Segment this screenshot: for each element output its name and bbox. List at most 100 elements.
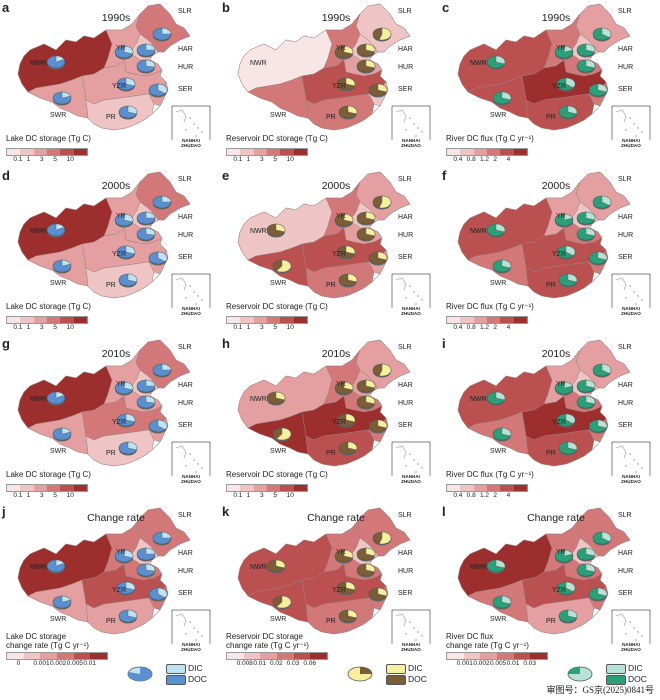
legend-tick-label: 5 xyxy=(273,492,277,499)
region-label-hur: HUR xyxy=(178,568,194,575)
color-ramp-step xyxy=(513,485,527,491)
color-ramp-step xyxy=(310,653,328,659)
region-label-ser: SER xyxy=(398,86,413,93)
pie-ser xyxy=(368,83,388,98)
pie-swr xyxy=(492,259,512,274)
pie-slr xyxy=(372,531,392,546)
region-label-yr: YR xyxy=(336,213,346,220)
pie-nwr xyxy=(46,55,66,70)
pie-pr xyxy=(338,609,358,624)
pie-hur xyxy=(576,59,596,74)
color-legend-title: Reservoir DC storage (Tg C) xyxy=(226,302,328,311)
china-map xyxy=(17,507,211,644)
color-ramp-step xyxy=(473,485,487,491)
color-ramp-step xyxy=(486,149,501,155)
color-ramp-step xyxy=(447,653,464,659)
pie-slr xyxy=(152,363,172,378)
pie-nwr xyxy=(486,391,506,406)
color-ramp-step xyxy=(486,317,501,323)
region-label-slr: SLR xyxy=(178,344,192,351)
region-label-yr: YR xyxy=(556,45,566,52)
map-panel-g: g 2010s NWR SLR YR HAR HUR SER YZR SWR PR NANHAI ZHU… xyxy=(0,336,215,506)
region-label-yzr: YZR xyxy=(112,587,126,594)
color-ramp-step xyxy=(463,653,481,659)
panel-letter: a xyxy=(2,0,10,15)
region-label-nwr: NWR xyxy=(470,396,487,403)
region-label-yr: YR xyxy=(116,213,126,220)
color-ramp-bar xyxy=(446,148,528,156)
color-ramp-step xyxy=(60,317,74,323)
region-label-hur: HUR xyxy=(398,64,414,71)
region-label-ser: SER xyxy=(398,422,413,429)
region-label-nwr: NWR xyxy=(30,228,47,235)
color-ramp-bar xyxy=(6,484,88,492)
dic-legend-label: DIC xyxy=(188,663,203,673)
pie-hur xyxy=(576,227,596,242)
pie-yr xyxy=(114,381,134,396)
color-ramp-step xyxy=(40,653,58,659)
panel-period-title: 2010s xyxy=(541,348,571,360)
color-ramp-step xyxy=(240,485,254,491)
map-panel-c: c 1990s NWR SLR YR HAR HUR SER YZR SWR PR NANHAI ZHU… xyxy=(440,0,655,170)
pie-yr xyxy=(334,381,354,396)
legend-tick-label: 5 xyxy=(53,324,57,331)
pie-ser xyxy=(148,251,168,266)
region-label-hur: HUR xyxy=(178,232,194,239)
pie-pr xyxy=(118,441,138,456)
color-legend-title: River DC flux (Tg C yr⁻¹) xyxy=(446,470,534,479)
region-label-nwr: NWR xyxy=(470,60,487,67)
region-label-har: HAR xyxy=(398,382,413,389)
color-ramp-step xyxy=(480,653,498,659)
region-label-hur: HUR xyxy=(398,400,414,407)
legend-tick-label: 0.4 xyxy=(453,324,463,331)
region-label-ser: SER xyxy=(398,254,413,261)
doc-swatch xyxy=(606,675,626,685)
inset-label-line2: ZHUDAO xyxy=(621,143,641,148)
map-approval-number: 审图号：GS京(2025)0841号 xyxy=(546,685,655,695)
color-ramp-step xyxy=(447,149,461,155)
region-label-slr: SLR xyxy=(398,512,412,519)
region-label-yzr: YZR xyxy=(332,83,346,90)
color-ramp-bar xyxy=(226,484,308,492)
color-ramp-step xyxy=(7,485,21,491)
legend-tick-label: 0.03 xyxy=(523,660,536,667)
color-ramp-step xyxy=(447,485,461,491)
color-ramp-step xyxy=(293,653,311,659)
inset-label-line2: ZHUDAO xyxy=(181,311,201,316)
pie-hur xyxy=(136,563,156,578)
lake-pie-legend: DIC DOC xyxy=(120,662,210,686)
panel-letter: b xyxy=(222,0,230,15)
pie-yr xyxy=(114,45,134,60)
pie-yzr xyxy=(556,581,576,596)
region-label-yzr: YZR xyxy=(112,419,126,426)
color-ramp-bar xyxy=(6,316,88,324)
color-ramp-step xyxy=(227,317,241,323)
color-ramp-step xyxy=(460,149,474,155)
color-ramp-step xyxy=(253,485,267,491)
pie-yzr xyxy=(556,413,576,428)
color-legend-title: River DC flux (Tg C yr⁻¹) xyxy=(446,134,534,143)
pie-slr xyxy=(592,195,612,210)
region-label-pr: PR xyxy=(326,282,336,289)
pie-hur xyxy=(576,563,596,578)
panel-period-title: 2010s xyxy=(321,348,351,360)
panel-letter: g xyxy=(2,336,10,351)
color-ramp-step xyxy=(473,317,487,323)
pie-nwr xyxy=(46,559,66,574)
panel-period-title: Change rate xyxy=(307,512,365,524)
region-label-slr: SLR xyxy=(618,344,632,351)
pie-slr xyxy=(372,195,392,210)
inset-label-line1: NANHAI xyxy=(622,642,640,647)
doc-legend-label: DOC xyxy=(188,674,207,684)
region-label-yr: YR xyxy=(336,381,346,388)
china-map xyxy=(17,171,211,308)
map-panel-d: d 2000s NWR SLR YR HAR HUR SER YZR SWR PR NANHAI ZHU… xyxy=(0,168,215,338)
map-panel-k: k Change rate NWR SLR YR HAR HUR SER YZR SWR PR NAN… xyxy=(220,504,435,674)
china-map xyxy=(457,171,651,308)
inset-label-line2: ZHUDAO xyxy=(181,479,201,484)
inset-label-line1: NANHAI xyxy=(622,138,640,143)
pie-ser xyxy=(148,83,168,98)
map-panel-a: a 1990s NWR SLR YR HAR HUR SER YZR SWR PR NANHAI ZHU… xyxy=(0,0,215,170)
china-map xyxy=(17,3,211,140)
pie-yzr xyxy=(116,581,136,596)
